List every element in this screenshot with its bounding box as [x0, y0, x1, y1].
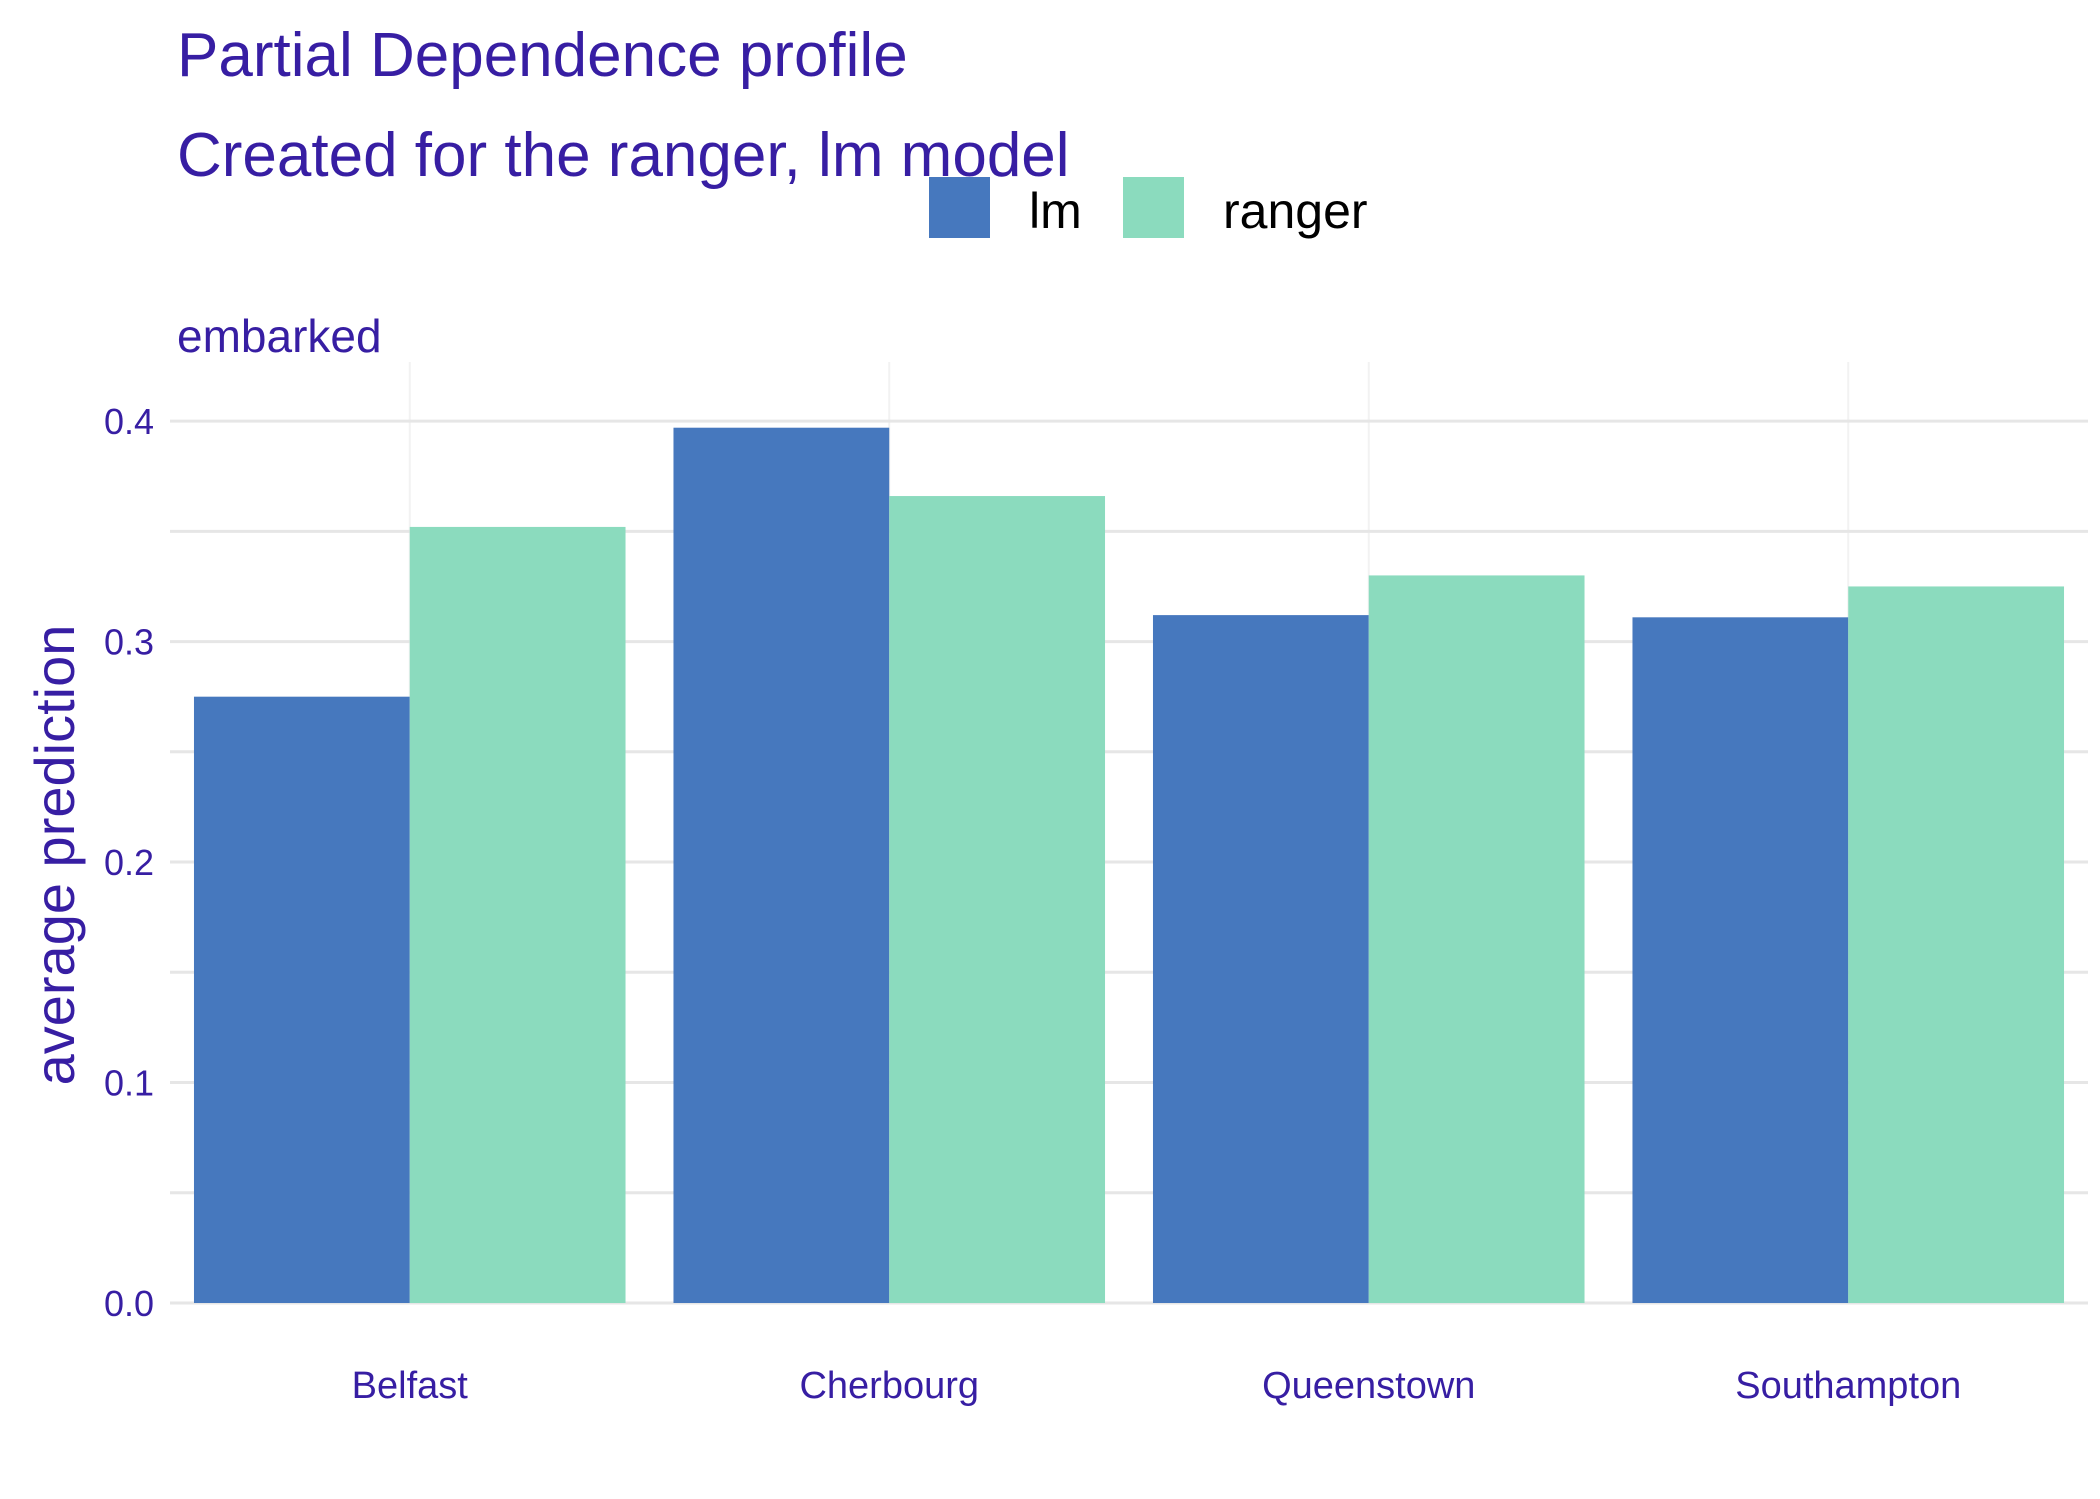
facet-label: embarked [177, 310, 382, 362]
bar-ranger-queenstown [1368, 575, 1585, 1303]
y-tick-label: 0.3 [104, 622, 154, 663]
x-tick-label: Cherbourg [799, 1365, 979, 1407]
bar-lm-southampton [1632, 617, 1849, 1303]
bar-lm-queenstown [1152, 615, 1369, 1303]
y-axis-label: average prediction [23, 625, 86, 1086]
y-tick-label: 0.1 [104, 1063, 154, 1104]
y-tick-label: 0.0 [104, 1283, 154, 1324]
x-tick-label: Southampton [1735, 1365, 1961, 1407]
legend-label-ranger: ranger [1223, 183, 1368, 239]
legend-swatch-lm [929, 177, 990, 238]
bar-ranger-southampton [1848, 586, 2065, 1303]
legend: lm ranger [929, 177, 1368, 239]
bar-lm-cherbourg [673, 427, 890, 1304]
legend-swatch-ranger [1123, 177, 1184, 238]
bars [193, 427, 2065, 1304]
x-tick-label: Queenstown [1262, 1365, 1475, 1407]
chart-subtitle: Created for the ranger, lm model [177, 121, 1070, 190]
bar-ranger-belfast [409, 526, 626, 1303]
bar-lm-belfast [193, 696, 410, 1303]
bar-ranger-cherbourg [889, 496, 1106, 1303]
x-tick-label: Belfast [352, 1365, 469, 1407]
chart-title: Partial Dependence profile [177, 21, 908, 90]
legend-label-lm: lm [1029, 183, 1082, 239]
x-axis-ticks: Belfast Cherbourg Queenstown Southampton [352, 1365, 1962, 1407]
y-tick-label: 0.4 [104, 401, 154, 442]
y-axis-ticks: 0.0 0.1 0.2 0.3 0.4 [104, 401, 154, 1324]
y-tick-label: 0.2 [104, 842, 154, 883]
